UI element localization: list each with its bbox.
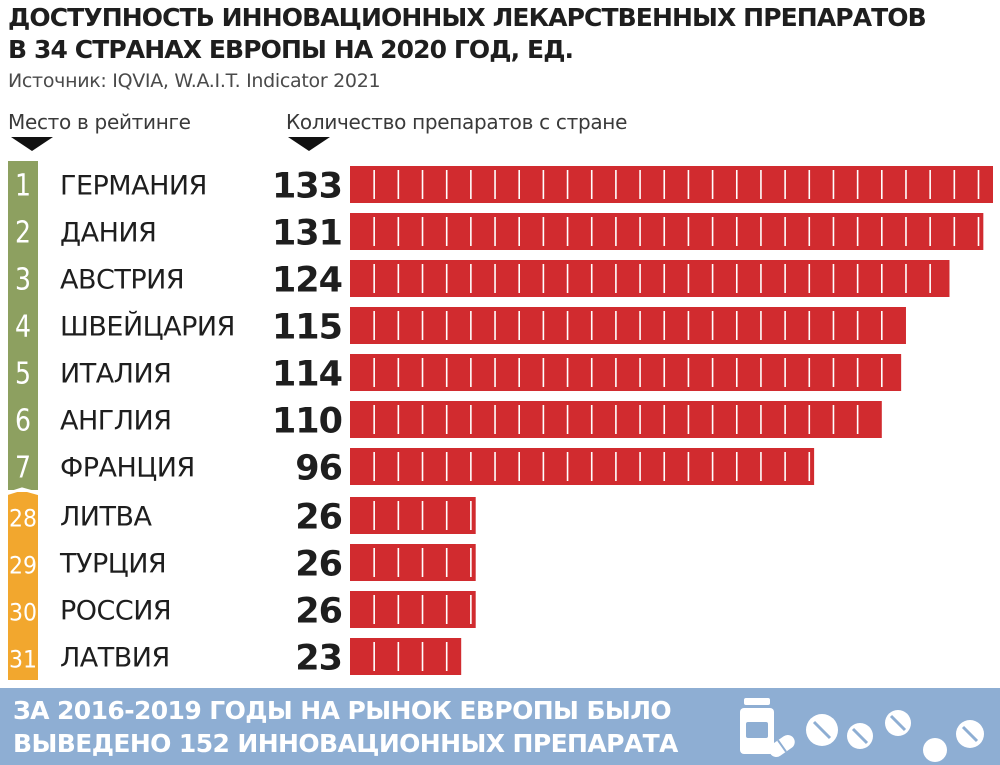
group-divider bbox=[5, 487, 41, 496]
value-label: 124 bbox=[272, 261, 342, 301]
rank-header-arrow-icon bbox=[11, 137, 53, 151]
country-label: ФРАНЦИЯ bbox=[60, 453, 195, 484]
country-label: ДАНИЯ bbox=[60, 218, 156, 249]
value-label: 23 bbox=[295, 639, 342, 679]
value-label: 115 bbox=[272, 308, 342, 348]
value-label: 26 bbox=[295, 498, 342, 538]
pills-and-bottle-icon bbox=[740, 698, 984, 762]
rank-block bbox=[8, 302, 38, 349]
country-label: АНГЛИЯ bbox=[60, 406, 172, 437]
chart-title: ДОСТУПНОСТЬ ИННОВАЦИОННЫХ ЛЕКАРСТВЕННЫХ … bbox=[8, 2, 998, 66]
banner-text: ЗА 2016-2019 ГОДЫ НА РЫНОК ЕВРОПЫ БЫЛО В… bbox=[13, 694, 678, 760]
rank-label: 1 bbox=[15, 169, 31, 204]
rank-label: 4 bbox=[15, 310, 31, 345]
rank-column-header: Место в рейтинге bbox=[8, 110, 191, 134]
chart-row-6: 6 АНГЛИЯ 110 bbox=[8, 396, 882, 443]
country-label: ЛИТВА bbox=[60, 502, 153, 533]
country-label: РОССИЯ bbox=[60, 596, 171, 627]
chart-row-1: 1 ГЕРМАНИЯ 133 bbox=[8, 161, 993, 208]
value-label: 96 bbox=[295, 449, 342, 489]
country-label: АВСТРИЯ bbox=[60, 265, 184, 296]
rank-label: 28 bbox=[9, 505, 37, 533]
title-line-2: В 34 СТРАНАХ ЕВРОПЫ НА 2020 ГОД, ЕД. bbox=[8, 35, 574, 64]
bar bbox=[350, 307, 906, 344]
chart-row-10: 30 РОССИЯ 26 bbox=[8, 586, 476, 633]
bar bbox=[350, 544, 476, 581]
rank-block bbox=[8, 349, 38, 396]
bar bbox=[350, 260, 950, 297]
value-label: 114 bbox=[272, 355, 342, 395]
banner-line-2: ВЫВЕДЕНО 152 ИННОВАЦИОННЫХ ПРЕПАРАТА bbox=[13, 729, 678, 758]
value-label: 110 bbox=[272, 402, 342, 442]
rank-block bbox=[8, 539, 38, 586]
rank-block bbox=[8, 443, 38, 490]
chart-row-9: 29 ТУРЦИЯ 26 bbox=[8, 539, 476, 586]
count-column-header: Количество препаратов с стране bbox=[286, 110, 628, 134]
title-line-1: ДОСТУПНОСТЬ ИННОВАЦИОННЫХ ЛЕКАРСТВЕННЫХ … bbox=[8, 3, 927, 32]
rank-label: 5 bbox=[15, 357, 31, 392]
bar bbox=[350, 638, 462, 675]
rank-label: 3 bbox=[15, 263, 31, 298]
bar-chart: 1 ГЕРМАНИЯ 133 2 ДАНИЯ 131 3 АВСТРИЯ 124 4 ШВЕЙЦАР… bbox=[5, 161, 993, 680]
bar bbox=[350, 213, 984, 250]
rank-label: 6 bbox=[15, 404, 31, 439]
rank-block bbox=[8, 586, 38, 633]
rank-block bbox=[8, 633, 38, 680]
info-banner: ЗА 2016-2019 ГОДЫ НА РЫНОК ЕВРОПЫ БЫЛО В… bbox=[0, 688, 1000, 765]
bar bbox=[350, 497, 476, 534]
chart-row-5: 5 ИТАЛИЯ 114 bbox=[8, 349, 902, 396]
bar bbox=[350, 591, 476, 628]
country-label: ИТАЛИЯ bbox=[60, 359, 171, 390]
chart-row-8: 28 ЛИТВА 26 bbox=[8, 492, 476, 539]
rank-block bbox=[8, 396, 38, 443]
country-label: ТУРЦИЯ bbox=[59, 549, 166, 580]
country-label: ЛАТВИЯ bbox=[60, 643, 170, 674]
chart-row-7: 7 ФРАНЦИЯ 96 bbox=[8, 443, 815, 490]
rank-label: 7 bbox=[15, 451, 31, 486]
rank-label: 29 bbox=[9, 552, 37, 580]
value-label: 133 bbox=[272, 167, 342, 207]
rank-block bbox=[8, 208, 38, 255]
rank-label: 30 bbox=[9, 599, 37, 627]
chart-row-11: 31 ЛАТВИЯ 23 bbox=[8, 633, 462, 680]
bar bbox=[350, 354, 902, 391]
value-label: 26 bbox=[295, 545, 342, 585]
banner-line-1: ЗА 2016-2019 ГОДЫ НА РЫНОК ЕВРОПЫ БЫЛО bbox=[13, 696, 672, 725]
rank-label: 2 bbox=[15, 216, 31, 251]
chart-row-3: 3 АВСТРИЯ 124 bbox=[8, 255, 950, 302]
country-label: ГЕРМАНИЯ bbox=[60, 171, 207, 202]
bar bbox=[350, 166, 993, 203]
rank-block bbox=[8, 161, 38, 208]
value-label: 131 bbox=[272, 214, 342, 254]
source-note: Источник: IQVIA, W.A.I.T. Indicator 2021 bbox=[8, 70, 381, 92]
rank-block bbox=[8, 255, 38, 302]
bar bbox=[350, 448, 815, 485]
value-label: 26 bbox=[295, 592, 342, 632]
rank-label: 31 bbox=[9, 646, 37, 674]
count-header-arrow-icon bbox=[288, 137, 330, 151]
country-label: ШВЕЙЦАРИЯ bbox=[60, 311, 235, 343]
chart-row-2: 2 ДАНИЯ 131 bbox=[8, 208, 984, 255]
rank-block bbox=[8, 492, 38, 539]
chart-row-4: 4 ШВЕЙЦАРИЯ 115 bbox=[8, 302, 906, 349]
